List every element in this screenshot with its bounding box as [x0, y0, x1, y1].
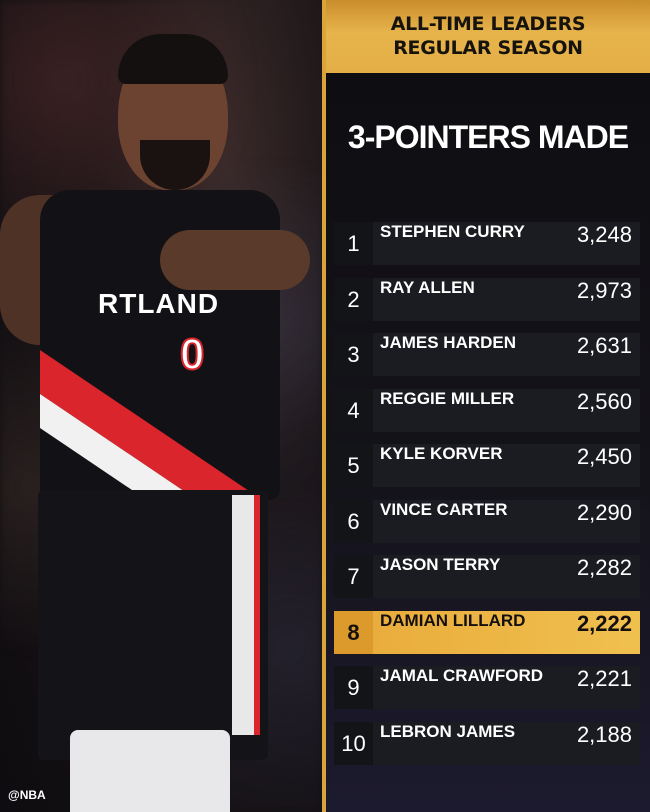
leader-row: 1 STEPHEN CURRY 3,248 — [334, 222, 640, 265]
player-name: STEPHEN CURRY — [380, 222, 525, 241]
rank-number: 8 — [347, 619, 360, 645]
player-leg-sleeves — [70, 730, 230, 812]
nba-watermark: @NBA — [8, 788, 46, 802]
leader-row: 10 LEBRON JAMES 2,188 — [334, 721, 640, 765]
rank-cell: 5 — [334, 444, 373, 487]
page-title: 3-POINTERS MADE — [347, 119, 629, 155]
player-name: JAMAL CRAWFORD — [380, 666, 544, 685]
stat-value: 2,222 — [576, 610, 632, 636]
rank-cell: 10 — [334, 721, 373, 765]
rank-cell: 7 — [334, 555, 373, 598]
gold-divider — [322, 0, 326, 812]
player-name: VINCE CARTER — [380, 499, 508, 519]
rank-number: 7 — [347, 564, 360, 589]
rank-number: 4 — [347, 397, 360, 423]
rank-cell: 4 — [334, 388, 373, 432]
player-arm — [160, 230, 310, 290]
rank-number: 6 — [347, 508, 360, 534]
stat-value: 2,560 — [576, 388, 632, 414]
rank-cell: 6 — [334, 499, 373, 543]
player-name: JASON TERRY — [380, 555, 501, 574]
stat-value: 2,290 — [576, 499, 632, 525]
player-jersey: RTLAND 0 — [40, 190, 280, 500]
rank-cell: 3 — [334, 333, 373, 376]
stat-value: 2,188 — [576, 721, 632, 747]
leader-row: 8 DAMIAN LILLARD 2,222 — [334, 610, 640, 654]
stat-value: 2,973 — [576, 277, 632, 303]
rank-cell: 9 — [334, 666, 373, 709]
rank-cell: 8 — [334, 610, 373, 654]
player-name: REGGIE MILLER — [380, 388, 515, 408]
rank-cell: 2 — [334, 277, 373, 321]
player-name: JAMES HARDEN — [380, 333, 517, 352]
header-line-1: ALL-TIME LEADERS — [390, 13, 586, 35]
shorts-stripe — [232, 495, 260, 735]
jersey-number: 0 — [179, 329, 206, 380]
stat-value: 2,631 — [576, 333, 632, 358]
rank-number: 5 — [347, 453, 360, 478]
leader-row: 7 JASON TERRY 2,282 — [334, 555, 640, 598]
player-hair — [118, 34, 228, 84]
rank-number: 10 — [341, 730, 366, 756]
leader-row: 6 VINCE CARTER 2,290 — [334, 499, 640, 543]
jersey-text: RTLAND — [98, 288, 220, 319]
stat-value: 3,248 — [576, 222, 632, 247]
leader-row: 9 JAMAL CRAWFORD 2,221 — [334, 666, 640, 709]
leaders-panel: ALL-TIME LEADERS REGULAR SEASON 3-POINTE… — [326, 0, 650, 812]
leader-row: 3 JAMES HARDEN 2,631 — [334, 333, 640, 376]
header-line-2: REGULAR SEASON — [393, 37, 583, 59]
leader-row: 4 REGGIE MILLER 2,560 — [334, 388, 640, 432]
player-name: LEBRON JAMES — [380, 721, 516, 741]
player-name: DAMIAN LILLARD — [380, 610, 526, 630]
leader-row: 2 RAY ALLEN 2,973 — [334, 277, 640, 321]
rank-number: 3 — [347, 342, 360, 367]
rank-number: 2 — [347, 286, 360, 312]
player-name: RAY ALLEN — [380, 277, 475, 297]
leader-row: 5 KYLE KORVER 2,450 — [334, 444, 640, 487]
header-banner: ALL-TIME LEADERS REGULAR SEASON — [326, 0, 650, 73]
rank-number: 9 — [347, 675, 360, 700]
rank-number: 1 — [347, 231, 360, 256]
player-photo: RTLAND 0 @NBA — [0, 0, 322, 812]
player-name: KYLE KORVER — [380, 444, 503, 463]
stat-value: 2,450 — [576, 444, 632, 469]
player-shorts — [38, 490, 268, 760]
stat-value: 2,221 — [576, 666, 632, 691]
stat-value: 2,282 — [576, 555, 632, 580]
rank-cell: 1 — [334, 222, 373, 265]
